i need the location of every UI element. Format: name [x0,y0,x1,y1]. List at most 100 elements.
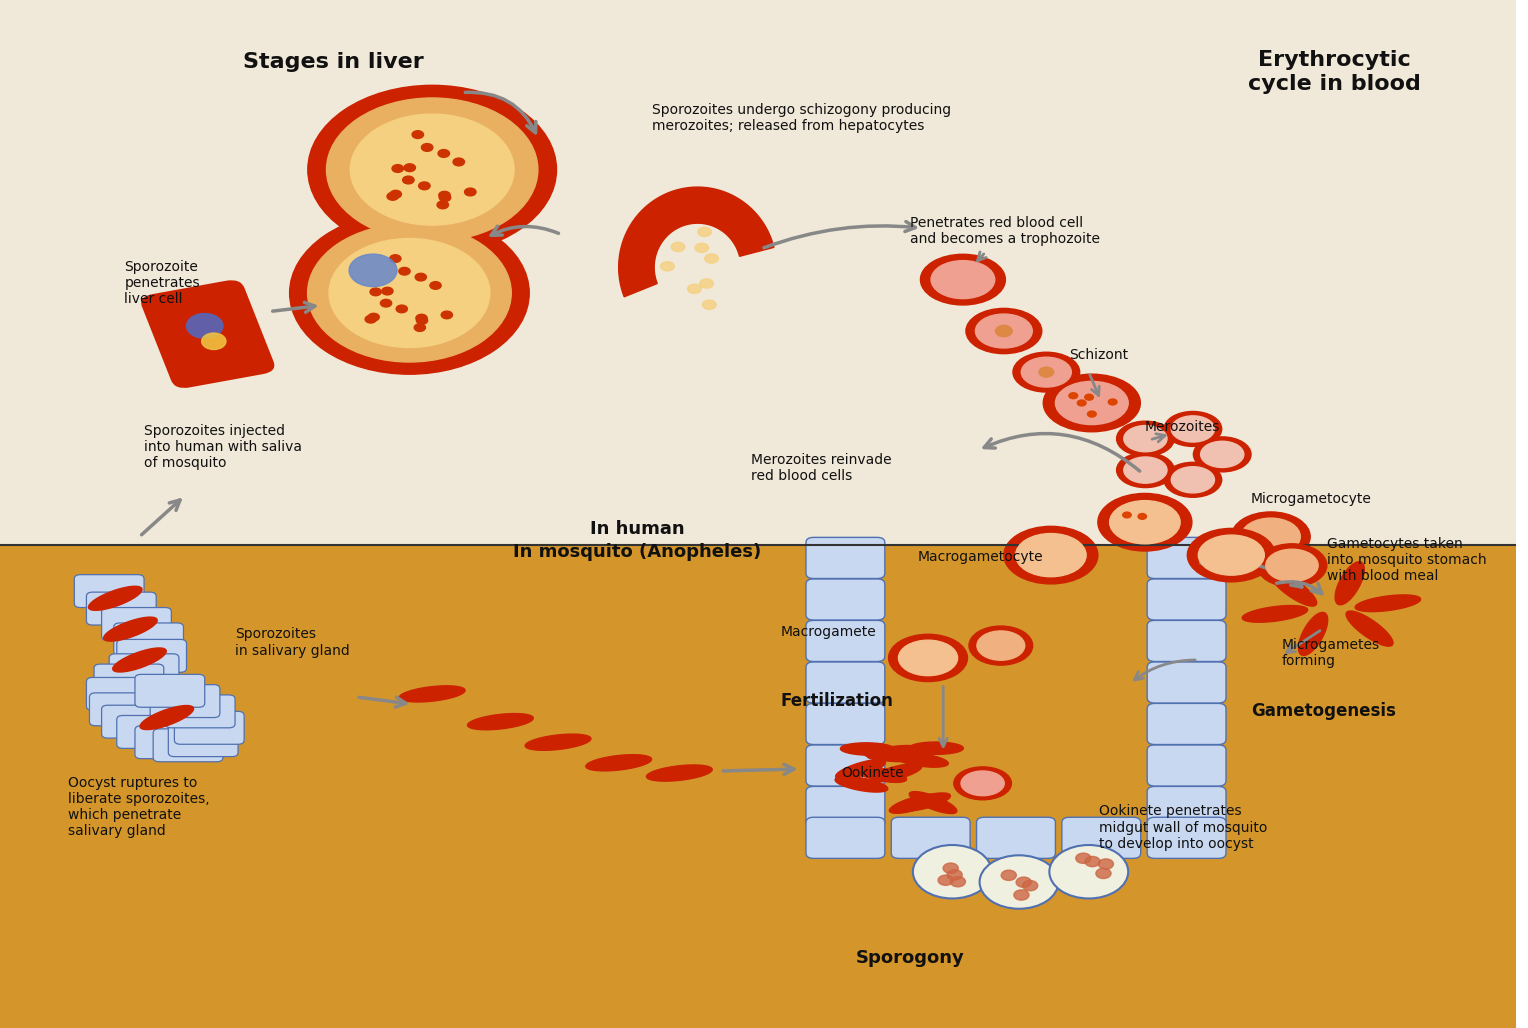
FancyBboxPatch shape [87,592,156,625]
Circle shape [950,877,966,887]
Circle shape [439,191,451,199]
Ellipse shape [976,631,1025,660]
Circle shape [348,254,397,287]
Circle shape [1015,890,1028,901]
Polygon shape [909,792,957,813]
Ellipse shape [953,767,1012,800]
Circle shape [695,244,709,253]
Circle shape [938,875,953,885]
Ellipse shape [1021,357,1071,388]
Circle shape [327,98,538,242]
Polygon shape [868,745,921,760]
Bar [0,0,1516,545]
FancyBboxPatch shape [805,745,885,786]
Text: Macrogamete: Macrogamete [781,625,877,639]
Circle shape [393,164,403,173]
Circle shape [399,267,410,276]
Polygon shape [141,705,194,730]
Polygon shape [871,764,921,782]
Circle shape [660,262,674,271]
Circle shape [186,314,223,338]
Circle shape [414,324,425,331]
Circle shape [416,315,428,322]
Text: Oocyst ruptures to
liberate sporozoites,
which penetrate
salivary gland: Oocyst ruptures to liberate sporozoites,… [69,776,209,838]
FancyBboxPatch shape [976,817,1056,858]
FancyBboxPatch shape [805,579,885,620]
Circle shape [307,224,512,362]
Circle shape [439,193,451,201]
Text: Penetrates red blood cell
and becomes a trophozoite: Penetrates red blood cell and becomes a … [909,216,1100,247]
Circle shape [422,144,432,151]
Text: Macrogametocyte: Macrogametocyte [917,550,1044,564]
FancyBboxPatch shape [116,715,186,748]
Ellipse shape [1013,353,1080,392]
Circle shape [390,255,400,262]
FancyBboxPatch shape [805,817,885,858]
Circle shape [452,158,465,166]
Ellipse shape [1164,463,1222,498]
Polygon shape [1242,605,1308,622]
Ellipse shape [1117,452,1174,487]
FancyBboxPatch shape [95,664,163,697]
Circle shape [1085,394,1094,400]
FancyBboxPatch shape [150,685,220,718]
Circle shape [350,114,513,225]
Text: Ookinete penetrates
midgut wall of mosquito
to develop into oocyst: Ookinete penetrates midgut wall of mosqu… [1099,804,1268,851]
Ellipse shape [1187,528,1276,582]
Circle shape [700,279,714,288]
Text: Erythrocytic
cycle in blood: Erythrocytic cycle in blood [1248,50,1421,94]
Circle shape [403,163,416,172]
Polygon shape [900,793,950,811]
Ellipse shape [1099,493,1192,551]
FancyBboxPatch shape [153,729,223,762]
Polygon shape [836,760,886,779]
Ellipse shape [1265,549,1319,582]
Circle shape [698,227,712,236]
Ellipse shape [1056,381,1128,425]
Ellipse shape [898,640,958,675]
FancyBboxPatch shape [805,703,885,744]
Circle shape [1123,512,1131,518]
Circle shape [413,131,423,139]
Circle shape [1016,877,1031,887]
Circle shape [365,316,376,323]
Circle shape [1001,870,1016,880]
Text: Microgametocyte: Microgametocyte [1251,491,1372,506]
Polygon shape [909,742,963,755]
FancyBboxPatch shape [805,786,885,828]
Circle shape [996,325,1012,336]
Circle shape [1039,367,1054,377]
FancyBboxPatch shape [75,575,144,608]
Circle shape [1077,400,1086,406]
Text: Sporozoites
in salivary gland: Sporozoites in salivary gland [235,627,350,658]
Ellipse shape [889,634,967,682]
Circle shape [943,864,958,874]
Circle shape [370,288,382,296]
Polygon shape [646,765,712,781]
Circle shape [417,317,428,324]
Ellipse shape [1241,518,1300,555]
FancyBboxPatch shape [174,711,244,744]
Text: Sporozoites injected
into human with saliva
of mosquito: Sporozoites injected into human with sal… [144,424,303,471]
Text: In human: In human [590,520,685,539]
Ellipse shape [975,315,1033,347]
Circle shape [1138,514,1146,519]
FancyBboxPatch shape [805,662,885,703]
Text: Stages in liver: Stages in liver [243,51,423,72]
Circle shape [329,238,490,347]
Circle shape [437,201,449,209]
Ellipse shape [920,254,1005,305]
Circle shape [202,333,226,350]
Circle shape [290,212,529,374]
Polygon shape [854,766,906,782]
Circle shape [396,305,408,313]
Polygon shape [526,734,591,750]
Polygon shape [895,752,949,767]
Circle shape [947,870,963,880]
Polygon shape [840,743,895,756]
Circle shape [1076,853,1091,864]
FancyBboxPatch shape [168,724,238,757]
Text: Gametocytes taken
into mosquito stomach
with blood meal: Gametocytes taken into mosquito stomach … [1326,537,1487,584]
Circle shape [465,188,477,196]
FancyBboxPatch shape [1148,662,1225,703]
